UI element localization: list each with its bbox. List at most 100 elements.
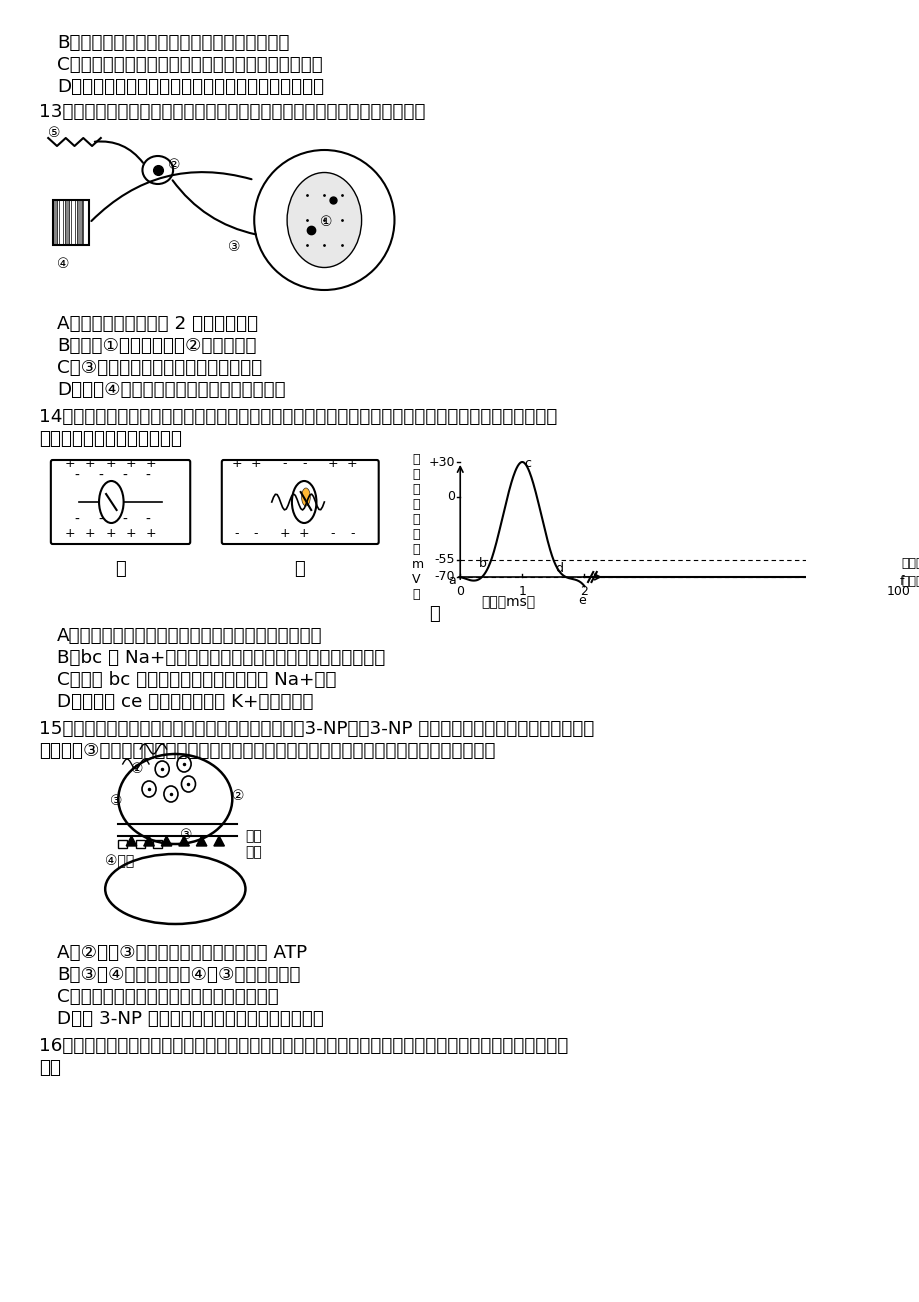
Text: +: +	[64, 527, 75, 540]
Text: 1: 1	[518, 585, 526, 598]
Text: a: a	[448, 574, 455, 587]
Polygon shape	[126, 836, 137, 846]
Text: ①: ①	[131, 762, 144, 776]
Text: 甲: 甲	[115, 560, 125, 578]
Text: D．生物可以对刺激作出反应，但并不都属于反射活动: D．生物可以对刺激作出反应，但并不都属于反射活动	[57, 78, 323, 96]
Polygon shape	[213, 836, 224, 846]
Circle shape	[155, 760, 169, 777]
Text: B．手指接触到针尖而产生痛觉属于非条件反射: B．手指接触到针尖而产生痛觉属于非条件反射	[57, 34, 289, 52]
Text: ②: ②	[233, 789, 244, 803]
Text: ③: ③	[109, 794, 122, 809]
Text: -: -	[282, 457, 287, 470]
Text: +: +	[231, 457, 242, 470]
Circle shape	[164, 786, 177, 802]
Text: +: +	[145, 457, 156, 470]
Circle shape	[181, 776, 195, 792]
Ellipse shape	[291, 480, 316, 523]
Text: -: -	[254, 527, 258, 540]
Text: 16．中风是指脑部缺血造成脑细胞死亡，会造成脑功能异常。中风症状和受损部位有关，以下相关叙述错误: 16．中风是指脑部缺血造成脑细胞死亡，会造成脑功能异常。中风症状和受损部位有关，…	[40, 1036, 568, 1055]
Text: +: +	[145, 527, 156, 540]
Text: ④受体: ④受体	[105, 854, 134, 868]
Text: -: -	[122, 513, 127, 527]
Text: -: -	[350, 527, 354, 540]
Text: -: -	[74, 469, 80, 483]
Bar	[52, 201, 57, 245]
Text: -: -	[122, 469, 127, 483]
Bar	[65, 201, 69, 245]
Text: -70: -70	[434, 570, 455, 583]
Text: A．图甲、乙分别表示神经纤维受刺激前、后的膜电位: A．图甲、乙分别表示神经纤维受刺激前、后的膜电位	[57, 628, 323, 644]
Ellipse shape	[254, 150, 394, 290]
Text: +: +	[327, 457, 338, 470]
Bar	[119, 840, 127, 848]
Text: 的是: 的是	[40, 1059, 62, 1077]
Text: ④: ④	[57, 256, 70, 271]
Bar	[77, 201, 82, 245]
Text: D．图丙中 ce 段，神经纤维对 K+通透性增强: D．图丙中 ce 段，神经纤维对 K+通透性增强	[57, 693, 313, 711]
Text: +: +	[125, 457, 136, 470]
Circle shape	[142, 781, 156, 797]
Ellipse shape	[142, 156, 173, 184]
Text: C．图丙 bc 段膜电位变化的主要原因是 Na+内流: C．图丙 bc 段膜电位变化的主要原因是 Na+内流	[57, 671, 336, 689]
Polygon shape	[178, 836, 189, 846]
Circle shape	[176, 756, 191, 772]
Text: e: e	[577, 594, 585, 607]
Bar	[52, 201, 89, 245]
Ellipse shape	[99, 480, 123, 523]
Text: -: -	[301, 457, 306, 470]
Polygon shape	[196, 836, 207, 846]
Text: 时间（ms）: 时间（ms）	[481, 595, 535, 609]
Ellipse shape	[105, 854, 245, 924]
Text: 丙: 丙	[429, 605, 440, 622]
Ellipse shape	[301, 488, 310, 506]
Ellipse shape	[119, 754, 233, 844]
Text: -: -	[145, 513, 151, 527]
Bar	[59, 201, 63, 245]
Text: ②: ②	[168, 158, 181, 172]
Text: d: d	[554, 561, 562, 574]
Text: A．此图中的反射弧由 2 个神经元组成: A．此图中的反射弧由 2 个神经元组成	[57, 315, 258, 333]
Bar	[71, 201, 75, 245]
Text: +: +	[105, 457, 116, 470]
Text: B．③与④结合后，通过④将③运进突触后膜: B．③与④结合后，通过④将③运进突触后膜	[57, 966, 301, 984]
Text: C．条件反射是可以消退的，非条件反射一般是永久的: C．条件反射是可以消退的，非条件反射一般是永久的	[57, 56, 323, 74]
Text: -: -	[145, 469, 151, 483]
Text: +30: +30	[428, 456, 455, 469]
Text: -: -	[331, 527, 335, 540]
Text: 13．下图表示，人体缩手反射的反射弧模式图，据图判断，下列叙述正确的是: 13．下图表示，人体缩手反射的反射弧模式图，据图判断，下列叙述正确的是	[40, 103, 425, 121]
Text: ⑤: ⑤	[48, 126, 61, 141]
Text: ③: ③	[179, 828, 192, 842]
Text: D．结构④是传出神经末梢支配的肌肉或腺体: D．结构④是传出神经末梢支配的肌肉或腺体	[57, 381, 285, 398]
Text: c: c	[524, 457, 530, 470]
Text: +: +	[279, 527, 289, 540]
Text: +: +	[125, 527, 136, 540]
Text: C．③处给予适宜刺激，可引起缩手反射: C．③处给予适宜刺激，可引起缩手反射	[57, 359, 262, 378]
Polygon shape	[161, 836, 172, 846]
Text: 静息电位: 静息电位	[900, 575, 919, 589]
Text: +: +	[85, 527, 96, 540]
Text: 0: 0	[447, 490, 455, 503]
Text: 胆碱
酯酶: 胆碱 酯酶	[245, 829, 262, 859]
Bar	[84, 201, 87, 245]
Text: 15．甘蔗发霉时滋生的节菱孢菌能产生三硝基丙酸（3-NP），3-NP 能抑制胆碱酯酶的合成。如图表示突: 15．甘蔗发霉时滋生的节菱孢菌能产生三硝基丙酸（3-NP），3-NP 能抑制胆碱…	[40, 720, 595, 738]
Text: -55: -55	[434, 553, 455, 566]
Text: -: -	[98, 469, 103, 483]
Text: 细
胞
膜
内
电
位
（
m
V
）: 细 胞 膜 内 电 位 （ m V ）	[412, 453, 424, 602]
Text: -: -	[98, 513, 103, 527]
Text: 乙: 乙	[294, 560, 305, 578]
Text: -: -	[74, 513, 80, 527]
Text: 2: 2	[580, 585, 588, 598]
Text: 0: 0	[456, 585, 464, 598]
Text: 阈电位: 阈电位	[900, 557, 919, 570]
Text: 100: 100	[885, 585, 909, 598]
Text: C．若人误食发霉的甘蔗可能会引起肌肉抽搐: C．若人误食发霉的甘蔗可能会引起肌肉抽搐	[57, 988, 278, 1006]
Text: 所示。下列有关叙述错误的是: 所示。下列有关叙述错误的是	[40, 430, 182, 448]
Text: B．图中①是神经中枢，②是传入神经: B．图中①是神经中枢，②是传入神经	[57, 337, 256, 355]
FancyBboxPatch shape	[221, 460, 379, 544]
Text: +: +	[105, 527, 116, 540]
Text: 触结构，③表示乙酰胆碱，是一种兴奋性神经递质，能够被胆碱酯酶分解。下列叙述正确的是: 触结构，③表示乙酰胆碱，是一种兴奋性神经递质，能够被胆碱酯酶分解。下列叙述正确的…	[40, 742, 495, 760]
Text: ③: ③	[228, 240, 240, 254]
Text: +: +	[64, 457, 75, 470]
Bar	[153, 840, 162, 848]
Bar	[136, 840, 144, 848]
